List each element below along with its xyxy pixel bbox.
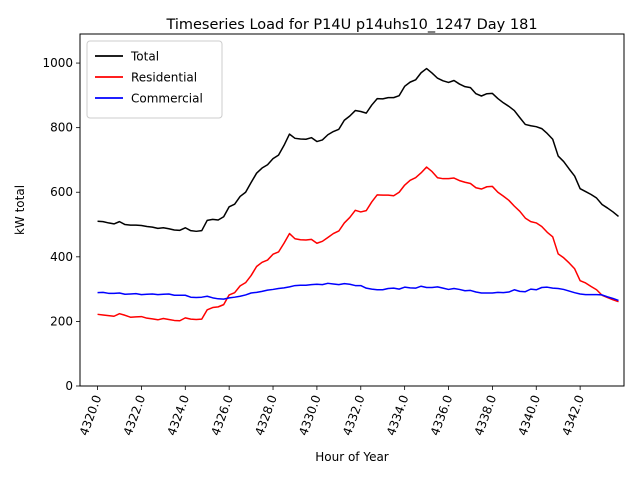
y-tick-label: 1000 [42,56,73,70]
y-tick-label: 200 [50,314,73,328]
series-line-commercial [97,282,619,302]
series-line-residential [97,166,619,322]
y-tick-label: 600 [50,185,73,199]
x-axis-label: Hour of Year [315,450,389,464]
chart-title: Timeseries Load for P14U p14uhs10_1247 D… [165,17,537,33]
series-line-total [97,67,619,233]
y-axis-ticks: 0 200 400 600 800 1000 [42,56,80,393]
y-tick-label: 0 [65,379,73,393]
y-tick-label: 400 [50,250,73,264]
series-layer [97,67,619,322]
legend-label-commercial: Commercial [131,92,203,106]
y-axis-label: kW total [13,185,27,235]
legend-label-total: Total [130,50,159,64]
y-tick-label: 800 [50,121,73,135]
legend: Total Residential Commercial [86,40,223,119]
legend-label-residential: Residential [131,71,197,85]
plot-frame [79,33,625,387]
